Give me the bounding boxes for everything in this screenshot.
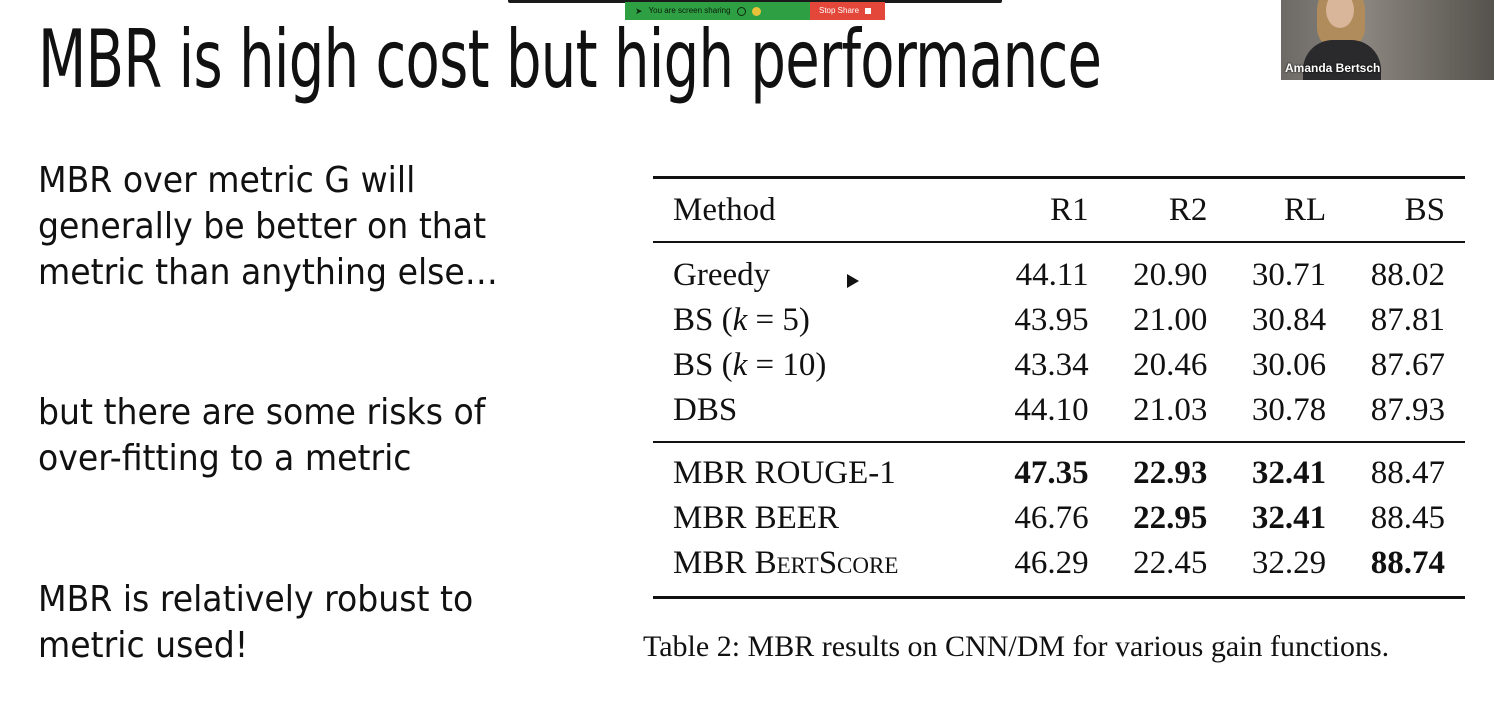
r2-cell: 21.03 [1133, 392, 1208, 428]
method-suffix: = 10) [747, 347, 827, 383]
r2-cell: 21.00 [1133, 302, 1208, 338]
rl-cell: 30.84 [1251, 302, 1327, 338]
screen-share-bar: ➤ You are screen sharing Stop Share [625, 2, 885, 20]
method-variable: k [732, 347, 748, 383]
r1-cell: 44.10 [1014, 392, 1089, 428]
table-header-row: Method R1 R2 RL BS [653, 177, 1465, 242]
table-row: BS (k = 10) 43.34 20.46 30.06 87.67 [653, 343, 1465, 388]
header-bs: BS [1404, 191, 1445, 228]
method-cell: MBR ROUGE-1 [673, 455, 896, 491]
table-caption: Table 2: MBR results on CNN/DM for vario… [643, 630, 1390, 663]
bullet-1-line-1: MBR over metric G will [38, 160, 416, 201]
method-smallcaps: BertScore [754, 545, 899, 581]
method-cell: BS (k = 5) [653, 298, 987, 343]
method-cell: BS (k = 10) [653, 343, 987, 388]
table-row: Greedy 44.11 20.90 30.71 88.02 [653, 242, 1465, 298]
method-prefix: MBR [673, 545, 755, 581]
rl-cell: 30.71 [1251, 257, 1327, 293]
table-row: MBR BertScore 46.29 22.45 32.29 88.74 [653, 541, 1465, 598]
rl-cell: 32.29 [1251, 545, 1327, 581]
bs-cell: 88.47 [1370, 455, 1445, 491]
bullet-2-line-2: over-fitting to a metric [38, 438, 412, 479]
r1-cell: 47.35 [1014, 455, 1089, 491]
r1-cell: 44.11 [1015, 257, 1089, 293]
bs-cell: 88.74 [1370, 545, 1445, 581]
table-row: BS (k = 5) 43.95 21.00 30.84 87.81 [653, 298, 1465, 343]
bs-cell: 87.93 [1370, 392, 1445, 428]
header-r2: R2 [1168, 191, 1208, 228]
r1-cell: 46.29 [1014, 545, 1089, 581]
method-variable: k [732, 302, 748, 338]
method-prefix: BS ( [673, 347, 733, 383]
header-r1: R1 [1050, 191, 1089, 228]
bullet-3-line-1: MBR is relatively robust to [38, 579, 474, 620]
baseline-rows: Greedy 44.11 20.90 30.71 88.02 BS (k = 5… [653, 242, 1465, 442]
bs-cell: 87.81 [1370, 302, 1445, 338]
table-row: MBR BEER 46.76 22.95 32.41 88.45 [653, 496, 1465, 541]
r2-cell: 20.90 [1133, 257, 1208, 293]
method-cell: Greedy [673, 257, 771, 293]
bullet-text-3: MBR is relatively robust to metric used! [38, 577, 473, 669]
r2-cell: 22.95 [1133, 500, 1208, 536]
bullet-1-line-3: metric than anything else… [38, 252, 498, 293]
stop-share-button[interactable]: Stop Share [810, 2, 885, 20]
pin-icon[interactable]: ➤ [635, 6, 643, 16]
header-rl: RL [1284, 191, 1327, 228]
rl-cell: 32.41 [1251, 500, 1327, 536]
mouse-cursor-icon [847, 274, 859, 288]
rl-cell: 30.78 [1251, 392, 1327, 428]
sharing-status-text: You are screen sharing [648, 6, 731, 15]
stop-share-label: Stop Share [819, 6, 860, 15]
bullet-2-line-1: but there are some risks of [38, 392, 486, 433]
bullet-text-2: but there are some risks of over-fitting… [38, 390, 485, 482]
method-cell: DBS [673, 392, 738, 428]
results-table: Method R1 R2 RL BS Greedy 44.11 20.90 30… [653, 176, 1465, 599]
results-table-container: Method R1 R2 RL BS Greedy 44.11 20.90 30… [653, 176, 1465, 599]
participant-video[interactable]: Amanda Bertsch [1281, 0, 1494, 80]
sharing-status: ➤ You are screen sharing [625, 2, 810, 20]
header-method: Method [673, 191, 776, 228]
participant-name: Amanda Bertsch [1285, 61, 1381, 75]
stop-icon [865, 8, 872, 14]
rl-cell: 30.06 [1251, 347, 1327, 383]
r1-cell: 43.95 [1014, 302, 1089, 338]
bs-cell: 88.45 [1370, 500, 1445, 536]
bullet-text-1: MBR over metric G will generally be bett… [38, 158, 498, 296]
method-cell: MBR BertScore [653, 541, 987, 598]
table-row: DBS 44.10 21.03 30.78 87.93 [653, 388, 1465, 442]
r2-cell: 22.93 [1133, 455, 1208, 491]
participant-face [1326, 0, 1354, 28]
r2-cell: 22.45 [1133, 545, 1208, 581]
share-frame [508, 0, 1002, 3]
participant-body [1303, 40, 1381, 80]
r2-cell: 20.46 [1133, 347, 1208, 383]
rl-cell: 32.41 [1251, 455, 1327, 491]
bs-cell: 88.02 [1370, 257, 1445, 293]
method-suffix: = 5) [747, 302, 810, 338]
method-cell: MBR BEER [673, 500, 839, 536]
shield-icon[interactable] [751, 6, 761, 16]
bullet-1-line-2: generally be better on that [38, 206, 487, 247]
r1-cell: 43.34 [1014, 347, 1089, 383]
r1-cell: 46.76 [1014, 500, 1089, 536]
bullet-3-line-2: metric used! [38, 625, 249, 666]
mbr-rows: MBR ROUGE-1 47.35 22.93 32.41 88.47 MBR … [653, 442, 1465, 598]
bs-cell: 87.67 [1370, 347, 1445, 383]
method-prefix: BS ( [673, 302, 733, 338]
slide-title: MBR is high cost but high performance [38, 13, 1102, 106]
share-indicator-icon[interactable] [736, 6, 746, 16]
table-row: MBR ROUGE-1 47.35 22.93 32.41 88.47 [653, 442, 1465, 496]
